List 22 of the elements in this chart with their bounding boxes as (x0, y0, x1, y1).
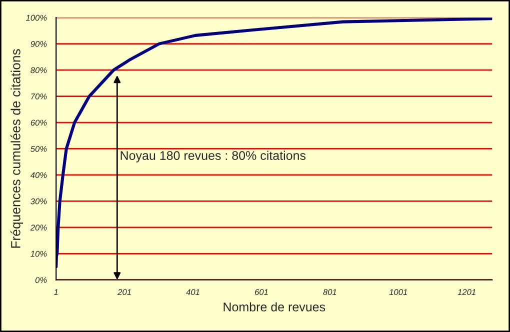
x-axis-title: Nombre de revues (224, 302, 326, 312)
x-tick-label: 401 (186, 289, 200, 296)
y-tick-label: 90% (30, 41, 47, 47)
x-tick-label: 201 (118, 289, 131, 296)
x-tick-label: 1001 (389, 289, 407, 296)
y-axis-title: Fréquences cumulées de citations (10, 49, 23, 248)
x-tick-label: 601 (254, 289, 268, 296)
x-tick-label: 801 (323, 289, 336, 296)
y-tick-label: 40% (30, 172, 47, 178)
y-tick-label: 70% (31, 93, 47, 100)
annotation: Noyau 180 revues : 80% citations (120, 150, 306, 162)
line-series (56, 18, 492, 268)
x-tick-label: 1 (54, 289, 58, 295)
y-tick-label: 10% (30, 250, 47, 257)
y-tick-label: 30% (30, 198, 47, 204)
y-tick-label: 80% (30, 67, 47, 74)
y-tick-label: 20% (30, 224, 47, 231)
y-tick-label: 60% (30, 120, 47, 126)
y-tick-label: 0% (35, 277, 47, 283)
y-tick-label: 100% (26, 14, 47, 21)
x-tick-label: 1201 (458, 289, 476, 296)
y-tick-label: 50% (30, 146, 47, 152)
